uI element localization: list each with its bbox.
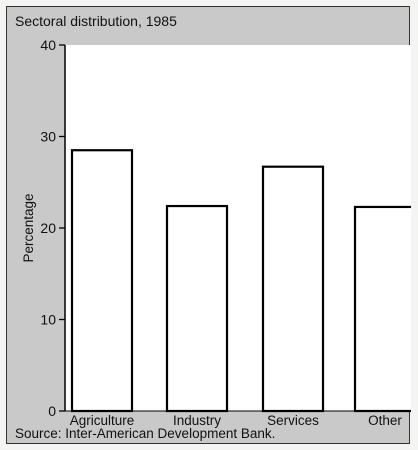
y-tick-label-40: 40 (40, 37, 56, 53)
y-tick-label-10: 10 (40, 312, 56, 328)
bar-agriculture (70, 149, 134, 413)
x-category-label-other: Other (368, 413, 402, 428)
chart-title: Sectoral distribution, 1985 (15, 13, 177, 29)
source-note: Source: Inter-American Development Bank. (15, 426, 276, 441)
chart-figure: Sectoral distribution, 1985 0 10 20 30 40 Per… (6, 6, 411, 444)
bar-services (261, 165, 325, 413)
x-category-label-services: Services (267, 413, 319, 428)
y-axis-label: Percentage (21, 193, 36, 262)
bar-other (353, 205, 411, 413)
y-tick-label-30: 30 (40, 129, 56, 145)
bar-industry (165, 204, 229, 413)
x-category-label-agriculture: Agriculture (70, 413, 135, 428)
y-tick-label-20: 20 (40, 220, 56, 236)
y-tick-label-0: 0 (48, 403, 56, 419)
chart-plot: 0 10 20 30 40 Percentage Agriculture Industry Se… (21, 37, 411, 428)
x-category-label-industry: Industry (173, 413, 221, 428)
